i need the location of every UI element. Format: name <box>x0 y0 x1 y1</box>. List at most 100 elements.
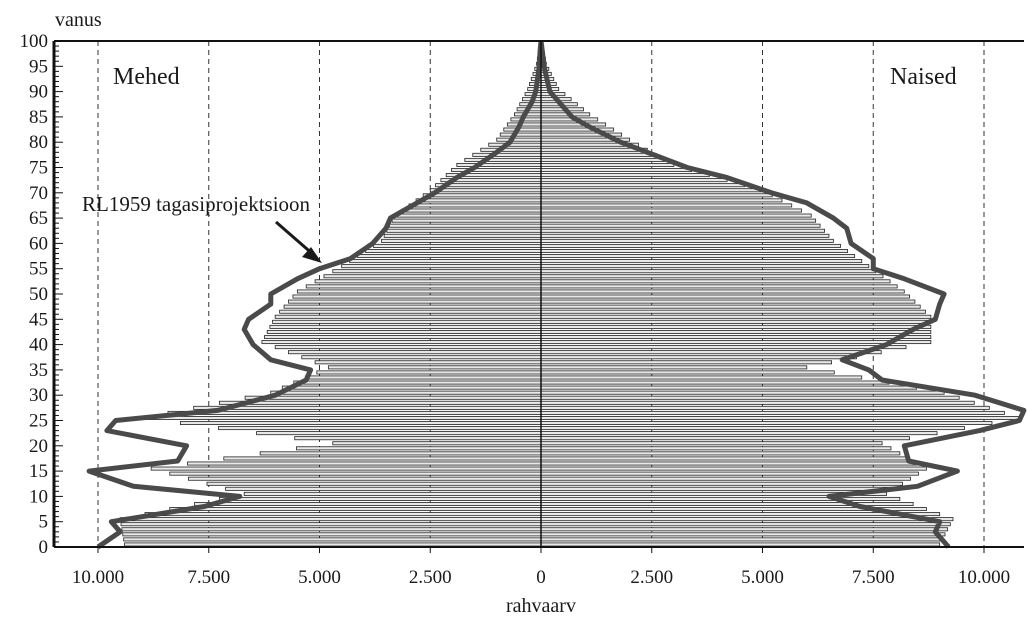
bar-female <box>540 532 946 537</box>
bar-male <box>288 350 542 355</box>
y-tick-label: 90 <box>29 82 48 103</box>
bar-male <box>283 304 542 309</box>
bar-male <box>225 486 542 491</box>
y-tick-label: 85 <box>29 107 48 128</box>
bar-female <box>540 233 830 238</box>
bar-female <box>540 223 821 228</box>
bar-male <box>121 527 542 532</box>
x-tick-label: 2.500 <box>409 567 452 588</box>
bar-female <box>540 249 848 253</box>
bar-female <box>540 542 941 547</box>
bar-male <box>415 198 542 203</box>
bar-female <box>540 264 870 269</box>
bar-female <box>540 122 607 127</box>
left-side-label: Mehed <box>113 64 180 90</box>
bar-male <box>279 309 542 314</box>
bar-female <box>540 178 728 183</box>
bar-male <box>244 395 542 400</box>
bar-male <box>264 335 542 339</box>
y-tick-label: 0 <box>39 537 49 558</box>
bar-male <box>401 208 542 213</box>
bar-male <box>394 213 542 218</box>
bar-male <box>506 122 542 127</box>
bar-female <box>540 294 910 299</box>
bar-male <box>167 410 542 415</box>
bar-male <box>389 223 542 228</box>
bar-female <box>540 324 932 329</box>
y-tick-label: 10 <box>29 486 48 507</box>
bar-male <box>386 228 542 233</box>
bar-male <box>327 365 542 370</box>
vertical-grid-lines <box>97 41 985 547</box>
y-tick-label: 15 <box>29 461 48 482</box>
y-tick-label: 60 <box>29 233 48 254</box>
bar-male <box>169 471 542 476</box>
bar-male <box>383 233 542 238</box>
bar-female <box>540 380 890 385</box>
bar-male <box>150 466 542 471</box>
bar-male <box>274 345 542 350</box>
bar-male <box>179 421 542 425</box>
bar-female <box>540 168 693 172</box>
bar-female <box>540 421 993 425</box>
bar-male <box>301 355 542 360</box>
bar-male <box>349 259 542 264</box>
bar-female <box>540 512 941 517</box>
y-tick-label: 30 <box>29 385 48 406</box>
bar-female <box>540 345 907 350</box>
bar-male <box>365 249 542 253</box>
line-male-backprojection <box>86 40 544 550</box>
bar-female <box>540 340 932 345</box>
bar-male <box>480 147 542 152</box>
bar-male <box>122 532 542 537</box>
bar-male <box>296 289 542 294</box>
bar-male <box>294 436 542 441</box>
bar-female <box>540 350 882 355</box>
bar-male <box>332 441 542 446</box>
bar-female <box>540 198 783 203</box>
bar-female <box>540 431 938 436</box>
x-axis-ticks: 10.000 7.500 5.000 2.500 0 2.500 5.000 7.500 10.… <box>72 547 1010 588</box>
bar-male <box>256 431 542 436</box>
bar-male <box>332 269 542 274</box>
bar-female <box>540 395 960 400</box>
bar-male <box>123 537 542 542</box>
annotation-arrow <box>275 220 322 263</box>
bar-male <box>261 340 542 345</box>
bar-male <box>223 456 542 461</box>
axes <box>52 40 1024 548</box>
y-tick-label: 45 <box>29 309 48 330</box>
bar-female <box>540 426 965 431</box>
bar-male <box>259 451 542 456</box>
bar-female <box>540 436 910 441</box>
y-tick-label: 70 <box>29 183 48 204</box>
bar-female <box>540 319 932 324</box>
y-tick-label: 65 <box>29 208 48 229</box>
x-tick-label: 10.000 <box>72 567 124 588</box>
bar-male <box>422 193 542 198</box>
y-tick-label: 50 <box>29 284 48 305</box>
bar-male <box>169 507 542 512</box>
bar-male <box>357 254 542 259</box>
bar-male <box>456 163 542 167</box>
bar-female <box>540 360 833 365</box>
bar-male <box>120 522 542 527</box>
bar-male <box>314 360 542 365</box>
bar-male <box>272 319 542 324</box>
line-female-backprojection <box>538 40 1027 549</box>
bar-male <box>316 370 542 375</box>
bar-female <box>540 410 1005 415</box>
bar-female <box>540 527 949 532</box>
bar-female <box>540 188 763 193</box>
bar-male <box>503 127 542 132</box>
bar-female <box>540 112 591 117</box>
bar-male <box>510 117 542 122</box>
bar-female <box>540 173 710 178</box>
bar-male <box>274 314 542 319</box>
bar-female <box>540 218 817 223</box>
y-tick-label: 75 <box>29 158 48 179</box>
bar-male <box>314 279 542 284</box>
bar-male <box>144 512 542 517</box>
bar-female <box>540 466 927 471</box>
bar-male <box>270 390 542 395</box>
